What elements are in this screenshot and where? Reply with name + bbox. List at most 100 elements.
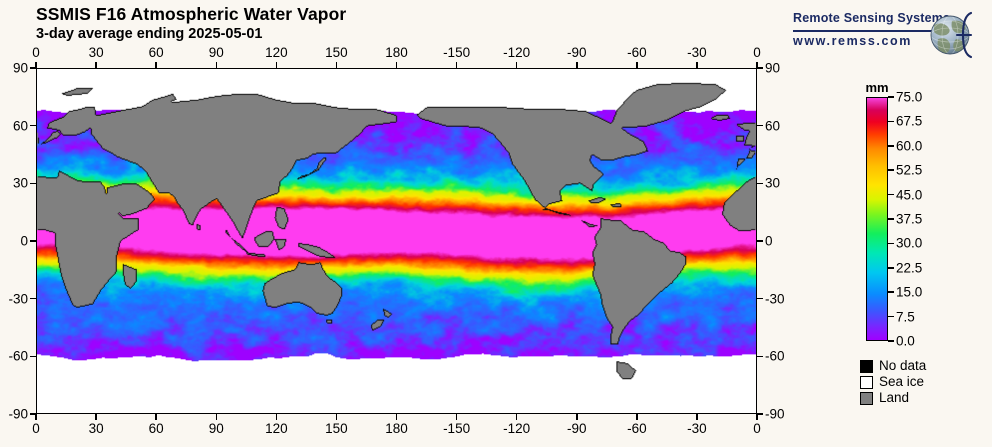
- x-tick: [756, 414, 758, 420]
- x-tick-label: -90: [566, 421, 587, 436]
- legend-label-land: Land: [879, 390, 910, 405]
- x-tick-label: -150: [443, 421, 471, 436]
- x-tick: [215, 62, 217, 68]
- x-tick-label: 180: [385, 421, 408, 436]
- y-tick-label: -30: [8, 291, 28, 307]
- x-tick: [455, 414, 458, 420]
- y-tick: [30, 297, 36, 300]
- x-tick: [35, 62, 37, 68]
- y-tick: [30, 124, 36, 127]
- colorbar-tick: [888, 242, 894, 245]
- colorbar-tick: [888, 193, 894, 196]
- x-tick: [95, 414, 97, 420]
- colorbar-tick: [888, 169, 894, 171]
- y-tick: [30, 67, 36, 69]
- x-tick-label: 60: [148, 45, 164, 60]
- colorbar-tick-label: 7.5: [896, 309, 915, 325]
- x-tick-label: 0: [753, 421, 761, 436]
- x-tick: [515, 414, 518, 420]
- x-tick-label: 150: [325, 421, 348, 436]
- y-tick: [30, 240, 36, 242]
- brand-name: Remote Sensing Systems: [793, 11, 951, 25]
- colorbar-tick: [888, 340, 894, 342]
- y-tick-label: -30: [765, 291, 785, 307]
- page-subtitle: 3-day average ending 2025-05-01: [36, 26, 263, 42]
- y-tick: [757, 355, 763, 358]
- y-tick-label: 90: [765, 60, 781, 76]
- colorbar-tick-label: 0.0: [896, 333, 915, 349]
- y-tick-label: 0: [765, 233, 773, 249]
- x-tick: [696, 62, 698, 68]
- colorbar-tick-label: 15.0: [896, 284, 923, 300]
- legend-swatch-land: [860, 392, 873, 405]
- x-tick: [636, 414, 638, 420]
- x-tick-label: 60: [148, 421, 164, 436]
- y-tick: [757, 67, 763, 69]
- colorbar-tick-label: 45.0: [896, 187, 923, 203]
- x-tick: [756, 62, 758, 68]
- x-tick: [455, 62, 458, 68]
- x-tick-label: -120: [503, 421, 531, 436]
- y-tick-label: 0: [20, 233, 28, 249]
- map-plot-area: [36, 68, 757, 414]
- colorbar-unit-label: mm: [865, 80, 889, 95]
- brand-divider: [793, 30, 933, 32]
- x-tick-label: 120: [265, 45, 288, 60]
- legend-swatch-sea-ice: [860, 376, 873, 389]
- y-tick-label: 30: [765, 175, 781, 191]
- brand-url: www.remss.com: [793, 34, 912, 48]
- colorbar-tick: [888, 315, 894, 318]
- colorbar-tick-label: 52.5: [896, 162, 923, 178]
- x-tick-label: 0: [753, 45, 761, 60]
- x-tick: [515, 62, 518, 68]
- x-tick-label: -90: [566, 45, 587, 60]
- colorbar-tick: [888, 145, 894, 147]
- y-tick-label: 30: [12, 175, 28, 191]
- x-tick-label: 0: [32, 421, 40, 436]
- y-tick: [757, 297, 763, 300]
- x-tick: [275, 414, 278, 420]
- x-tick-label: -150: [443, 45, 471, 60]
- y-tick-label: -90: [8, 406, 28, 422]
- x-tick: [335, 62, 338, 68]
- y-tick: [30, 413, 36, 415]
- y-tick-label: -60: [8, 348, 28, 364]
- y-tick: [757, 240, 763, 242]
- x-tick-label: 180: [385, 45, 408, 60]
- y-tick-label: -90: [765, 406, 785, 422]
- x-tick: [275, 62, 278, 68]
- legend-swatch-no-data: [860, 360, 873, 373]
- colorbar-tick-label: 75.0: [896, 89, 923, 105]
- x-tick: [155, 414, 157, 420]
- x-tick-label: 0: [32, 45, 40, 60]
- remss-branding: Remote Sensing Systems www.remss.com: [793, 9, 983, 61]
- x-tick: [576, 62, 578, 68]
- colorbar-tick-label: 37.5: [896, 211, 923, 227]
- colorbar-tick: [888, 267, 894, 269]
- water-vapor-raster: [37, 69, 756, 413]
- x-tick: [155, 62, 157, 68]
- y-tick: [757, 124, 763, 127]
- x-tick-label: -60: [627, 421, 647, 436]
- x-tick: [696, 414, 698, 420]
- globe-icon: [930, 11, 973, 59]
- y-tick: [30, 182, 36, 185]
- legend-label-sea-ice: Sea ice: [879, 374, 925, 389]
- colorbar-tick-label: 30.0: [896, 235, 923, 251]
- y-tick: [30, 355, 36, 358]
- colorbar-tick-label: 60.0: [896, 138, 923, 154]
- colorbar-tick: [888, 291, 894, 293]
- colorbar: [866, 97, 888, 341]
- x-tick-label: 30: [88, 421, 104, 436]
- x-tick: [395, 62, 398, 68]
- x-tick: [636, 62, 638, 68]
- y-tick-label: 60: [12, 118, 28, 134]
- colorbar-tick: [888, 120, 894, 123]
- x-tick-label: 90: [208, 45, 224, 60]
- y-tick-label: -60: [765, 348, 785, 364]
- y-tick: [757, 182, 763, 185]
- x-tick: [215, 414, 217, 420]
- colorbar-tick-label: 67.5: [896, 113, 923, 129]
- x-tick-label: 30: [88, 45, 104, 60]
